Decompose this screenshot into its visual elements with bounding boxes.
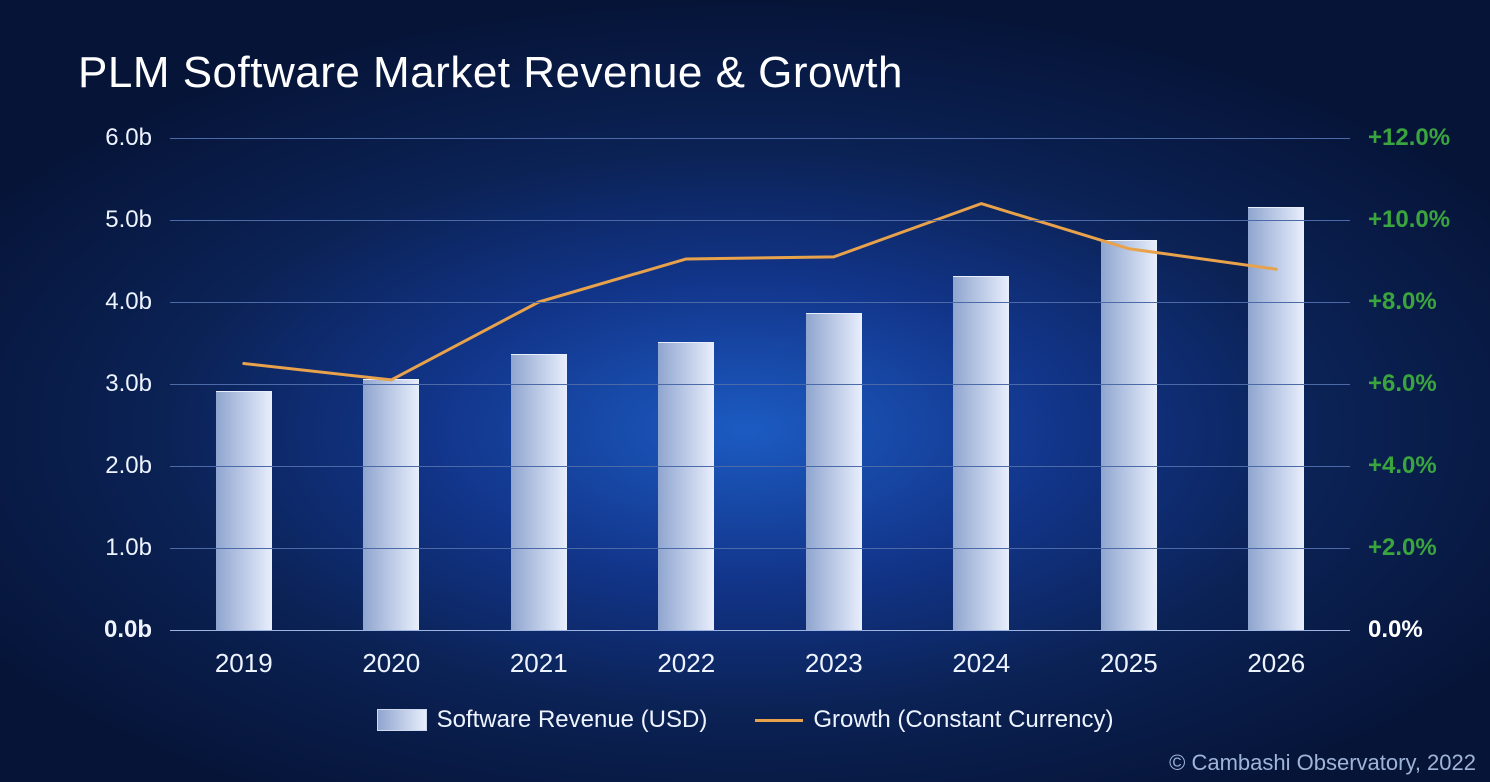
gridline <box>170 384 1350 385</box>
y-left-tick-label: 4.0b <box>105 288 152 316</box>
y-right-tick-label: +4.0% <box>1368 452 1437 480</box>
y-left-tick-label: 0.0b <box>104 616 152 644</box>
y-left-tick-label: 6.0b <box>105 124 152 152</box>
x-axis-label: 2023 <box>805 648 863 679</box>
legend: Software Revenue (USD) Growth (Constant C… <box>0 706 1490 734</box>
chart-stage: PLM Software Market Revenue & Growth 0.0… <box>0 0 1490 782</box>
y-left-tick-label: 3.0b <box>105 370 152 398</box>
gridline <box>170 220 1350 221</box>
legend-swatch-bar-icon <box>377 709 427 731</box>
copyright-text: © Cambashi Observatory, 2022 <box>1169 750 1476 776</box>
y-left-tick-label: 1.0b <box>105 534 152 562</box>
legend-swatch-line-icon <box>755 719 803 722</box>
gridline <box>170 138 1350 139</box>
y-right-tick-label: +8.0% <box>1368 288 1437 316</box>
gridline <box>170 302 1350 303</box>
x-axis-label: 2024 <box>952 648 1010 679</box>
x-axis-label: 2022 <box>657 648 715 679</box>
legend-item-growth: Growth (Constant Currency) <box>755 706 1113 734</box>
plot-area: 0.0b1.0b2.0b3.0b4.0b5.0b6.0b0.0%+2.0%+4.… <box>170 138 1350 630</box>
legend-item-revenue: Software Revenue (USD) <box>377 706 708 734</box>
x-axis-label: 2025 <box>1100 648 1158 679</box>
y-left-tick-label: 5.0b <box>105 206 152 234</box>
y-right-tick-label: +6.0% <box>1368 370 1437 398</box>
gridline <box>170 630 1350 631</box>
legend-label: Growth (Constant Currency) <box>813 706 1113 734</box>
y-right-tick-label: 0.0% <box>1368 616 1423 644</box>
x-axis-label: 2021 <box>510 648 568 679</box>
y-right-tick-label: +10.0% <box>1368 206 1450 234</box>
legend-label: Software Revenue (USD) <box>437 706 708 734</box>
x-axis-label: 2020 <box>362 648 420 679</box>
gridline <box>170 466 1350 467</box>
x-axis-label: 2026 <box>1247 648 1305 679</box>
chart-title: PLM Software Market Revenue & Growth <box>78 48 903 98</box>
gridline <box>170 548 1350 549</box>
x-axis-label: 2019 <box>215 648 273 679</box>
y-right-tick-label: +12.0% <box>1368 124 1450 152</box>
y-right-tick-label: +2.0% <box>1368 534 1437 562</box>
y-left-tick-label: 2.0b <box>105 452 152 480</box>
